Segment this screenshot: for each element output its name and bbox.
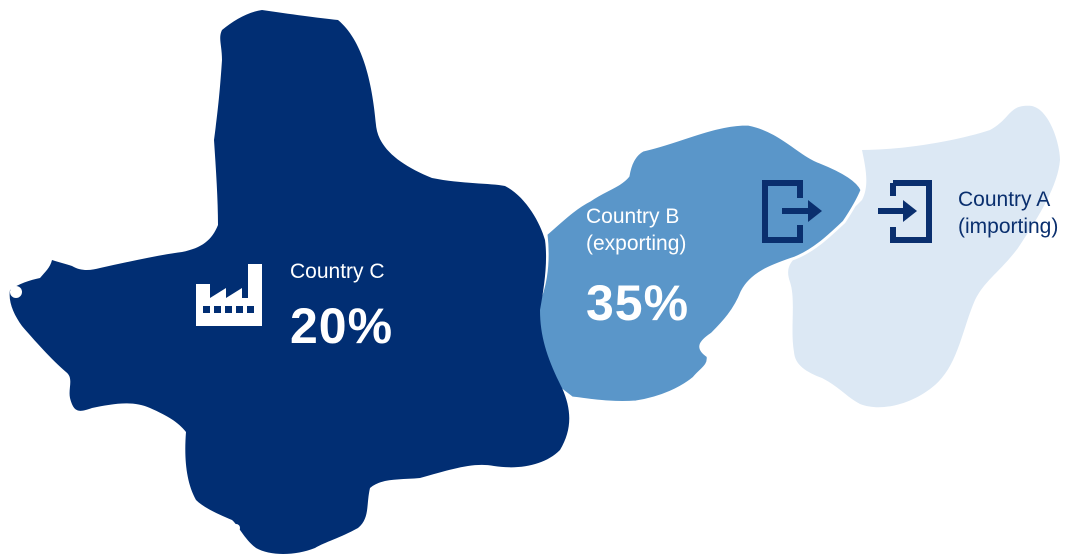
import-icon — [878, 180, 932, 243]
country-b-region — [535, 122, 864, 405]
country-c-label: Country C — [290, 260, 385, 283]
country-a-region — [788, 105, 1060, 408]
country-b-label: Country B (exporting) — [586, 203, 686, 257]
country-b-percentage: 35% — [586, 275, 690, 331]
country-b-role: (exporting) — [586, 232, 687, 255]
country-a-role: (importing) — [958, 215, 1059, 238]
factory-icon — [196, 264, 262, 326]
country-c-percentage: 20% — [290, 298, 394, 354]
export-icon — [762, 180, 822, 243]
country-a-name: Country A — [958, 188, 1051, 211]
country-c-region — [9, 10, 570, 554]
country-a-label: Country A (importing) — [958, 186, 1058, 240]
country-b-name: Country B — [586, 205, 680, 228]
